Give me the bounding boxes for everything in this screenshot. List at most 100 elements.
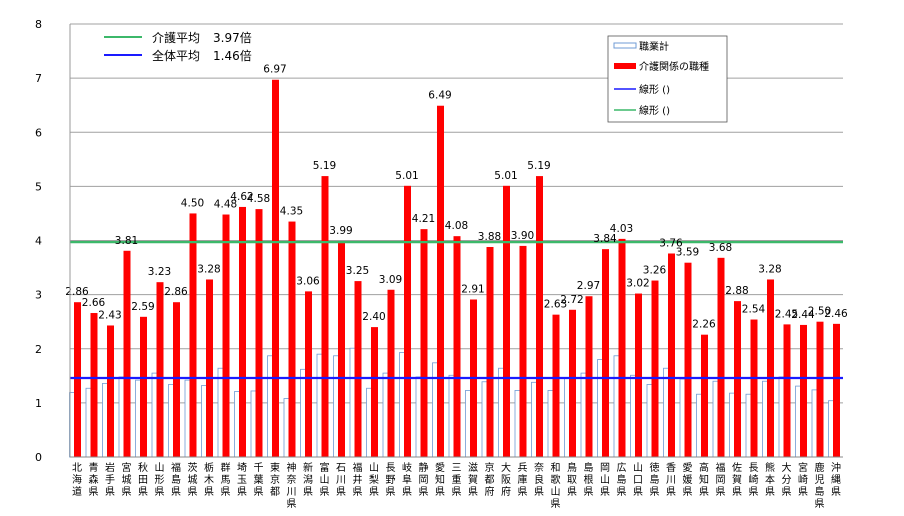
y-tick-label: 6: [35, 126, 42, 139]
x-tick-label: 群馬県: [221, 461, 231, 498]
data-label: 4.48: [214, 199, 237, 211]
data-label: 2.59: [131, 301, 154, 313]
data-label: 2.86: [65, 286, 89, 298]
data-labels: 2.862.662.433.812.593.232.864.503.284.48…: [65, 64, 848, 331]
bar-care: [189, 213, 197, 457]
data-label: 3.26: [643, 265, 667, 277]
bar-care: [140, 316, 147, 457]
bar-care: [651, 280, 659, 457]
legend-label-linear-green: 線形 (): [639, 104, 670, 117]
data-label: 3.76: [659, 237, 683, 249]
bar-care: [387, 289, 395, 457]
legend-label-occupation-total: 職業計: [639, 40, 669, 53]
data-label: 2.54: [742, 304, 766, 316]
x-tick-label: 福岡県: [716, 461, 726, 498]
data-label: 3.84: [593, 233, 617, 245]
legend-swatch-care: [614, 63, 636, 69]
bar-care: [305, 291, 312, 457]
data-label: 2.26: [692, 319, 716, 331]
x-tick-label: 岐阜県: [402, 461, 412, 498]
bar-care: [552, 314, 560, 457]
x-tick-label: 新潟県: [303, 461, 313, 498]
y-tick-label: 4: [35, 235, 42, 248]
x-tick-label: 福井県: [353, 461, 363, 498]
bar-care: [453, 236, 461, 457]
bar-care: [816, 321, 824, 457]
data-label: 6.97: [263, 64, 286, 76]
x-tick-label: 島根県: [584, 461, 594, 498]
bar-care: [701, 334, 708, 457]
x-tick-label: 山口県: [633, 462, 643, 498]
x-tick-label: 鹿児島県: [815, 461, 825, 510]
bar-care: [635, 293, 642, 457]
x-tick-label: 岩手県: [105, 461, 115, 498]
x-tick-label: 高知県: [699, 461, 709, 498]
bar-care: [519, 245, 527, 457]
data-label: 3.81: [115, 235, 138, 247]
x-tick-label: 北海道: [72, 462, 82, 498]
x-tick-label: 東京都: [270, 461, 280, 498]
bar-care: [569, 309, 576, 457]
data-label: 3.25: [346, 265, 369, 277]
average-annotation: 介護平均 3.97倍 全体平均 1.46倍: [104, 30, 252, 63]
data-label: 2.66: [82, 297, 106, 309]
bar-care: [668, 253, 675, 457]
care-average-label: 介護平均: [152, 30, 200, 45]
data-label: 3.28: [197, 263, 220, 275]
bar-care: [536, 176, 543, 457]
x-tick-label: 山梨県: [369, 462, 379, 498]
data-label: 2.97: [577, 280, 600, 292]
data-label: 3.59: [676, 247, 699, 259]
x-tick-label: 鳥取県: [567, 461, 577, 498]
bar-care: [833, 323, 840, 457]
data-label: 4.50: [181, 197, 204, 209]
data-label: 2.43: [98, 309, 121, 321]
x-tick-label: 佐賀県: [732, 462, 742, 498]
x-tick-label: 茨城県: [188, 461, 198, 498]
legend: 職業計 介護関係の職種 線形 () 線形 (): [607, 35, 728, 123]
y-tick-label: 0: [35, 451, 42, 464]
data-label: 6.49: [428, 90, 451, 102]
data-label: 3.68: [709, 242, 732, 254]
bars: [69, 79, 840, 458]
bar-care: [123, 250, 131, 457]
bar-care: [404, 185, 411, 458]
overall-average-value: 1.46倍: [213, 48, 252, 63]
x-tick-label: 宮城県: [122, 461, 132, 498]
x-tick-label: 静岡県: [419, 461, 429, 498]
bar-care: [602, 249, 609, 457]
x-tick-label: 滋賀県: [468, 461, 478, 498]
bar-care: [420, 229, 428, 457]
y-tick-label: 5: [35, 180, 42, 193]
x-tick-label: 埼玉県: [237, 461, 247, 498]
x-tick-label: 兵庫県: [518, 461, 528, 498]
data-label: 5.19: [313, 160, 336, 172]
x-tick-label: 京都府: [485, 461, 495, 498]
data-label: 2.86: [164, 286, 188, 298]
y-tick-label: 7: [35, 72, 42, 85]
bar-care: [503, 185, 510, 458]
data-label: 3.23: [148, 266, 171, 278]
legend-box: [607, 35, 728, 123]
bar-care: [90, 313, 98, 457]
x-tick-label: 秋田県: [138, 461, 148, 498]
data-label: 3.90: [511, 230, 534, 242]
bar-care: [222, 214, 230, 457]
x-tick-label: 千葉県: [254, 462, 264, 498]
data-label: 5.01: [395, 170, 418, 182]
data-label: 4.35: [280, 206, 303, 218]
data-label: 4.03: [610, 223, 633, 235]
data-label: 2.72: [560, 294, 583, 306]
legend-label-linear-blue: 線形 (): [639, 83, 670, 96]
data-label: 4.21: [412, 213, 435, 225]
x-tick-label: 三重県: [452, 463, 462, 498]
data-label: 2.40: [362, 311, 385, 323]
bar-care: [156, 282, 164, 457]
data-label: 2.88: [725, 285, 748, 297]
x-tick-label: 石川県: [336, 463, 346, 498]
bar-care: [255, 209, 263, 457]
x-tick-label: 福島県: [171, 461, 181, 498]
bar-care: [618, 238, 626, 457]
x-tick-label: 神奈川県: [287, 461, 297, 510]
x-tick-label: 徳島県: [650, 461, 660, 498]
